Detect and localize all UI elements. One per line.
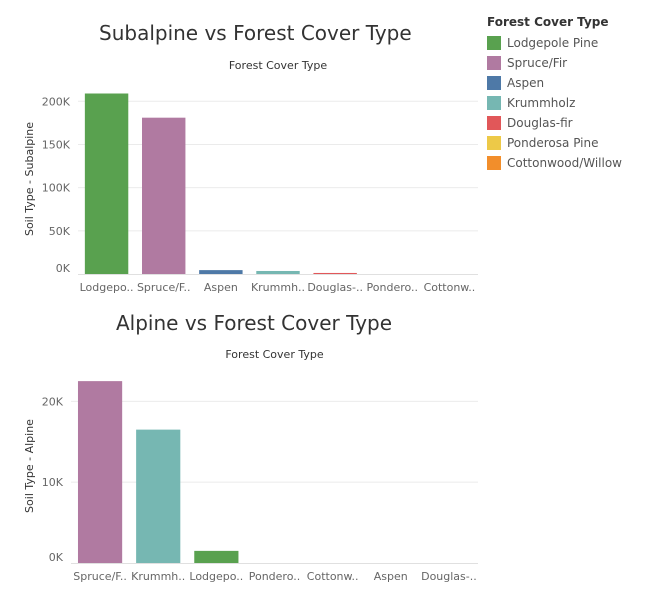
y-tick-label: 20K	[42, 395, 64, 408]
legend-swatch	[487, 56, 501, 70]
y-tick-label: 50K	[49, 225, 71, 238]
y-tick-label: 150K	[42, 138, 71, 151]
x-tick-label: Krummh..	[251, 281, 305, 294]
legend-item[interactable]: Krummholz	[487, 93, 622, 113]
legend-item[interactable]: Aspen	[487, 73, 622, 93]
legend-item[interactable]: Spruce/Fir	[487, 53, 622, 73]
x-tick-label: Krummh..	[131, 570, 185, 583]
y-axis-title: Soil Type - Subalpine	[23, 122, 36, 236]
x-axis-title: Forest Cover Type	[229, 59, 327, 72]
legend-label: Krummholz	[507, 96, 576, 110]
x-tick-label: Pondero..	[367, 281, 419, 294]
legend-swatch	[487, 156, 501, 170]
x-tick-label: Spruce/F..	[137, 281, 191, 294]
y-axis-title: Soil Type - Alpine	[23, 419, 36, 513]
legend-item[interactable]: Douglas-fir	[487, 113, 622, 133]
legend-label: Spruce/Fir	[507, 56, 568, 70]
bar	[136, 429, 181, 563]
x-tick-label: Aspen	[204, 281, 238, 294]
legend-title: Forest Cover Type	[487, 15, 609, 29]
x-tick-label: Lodgepo..	[80, 281, 134, 294]
legend-label: Aspen	[507, 76, 545, 90]
bar	[77, 381, 123, 563]
bar	[84, 93, 129, 274]
bar	[313, 272, 357, 274]
legend-item[interactable]: Ponderosa Pine	[487, 133, 622, 153]
legend-label: Douglas-fir	[507, 116, 573, 130]
legend-swatch	[487, 96, 501, 110]
bar	[256, 270, 300, 274]
x-tick-label: Douglas-..	[307, 281, 363, 294]
legend: Forest Cover Type Lodgepole Pine Spruce/F…	[487, 15, 622, 173]
y-tick-label: 200K	[42, 95, 71, 108]
x-tick-label: Spruce/F..	[73, 570, 127, 583]
legend-swatch	[487, 76, 501, 90]
x-tick-label: Pondero..	[249, 570, 301, 583]
bar	[142, 117, 186, 274]
legend-label: Ponderosa Pine	[507, 136, 599, 150]
chart-title-alpine: Alpine vs Forest Cover Type	[116, 311, 393, 335]
x-tick-label: Lodgepo..	[189, 570, 243, 583]
x-tick-label: Aspen	[374, 570, 408, 583]
legend-swatch	[487, 136, 501, 150]
y-tick-label: 0K	[49, 551, 64, 564]
x-tick-label: Douglas-..	[421, 570, 477, 583]
legend-swatch	[487, 36, 501, 50]
bar	[199, 270, 243, 274]
x-axis-title: Forest Cover Type	[225, 348, 323, 361]
legend-item[interactable]: Lodgepole Pine	[487, 33, 622, 53]
y-tick-label: 100K	[42, 182, 71, 195]
y-tick-label: 10K	[42, 476, 64, 489]
legend-swatch	[487, 116, 501, 130]
legend-label: Lodgepole Pine	[507, 36, 599, 50]
legend-item[interactable]: Cottonwood/Willow	[487, 153, 622, 173]
bar	[194, 550, 239, 563]
chart-title-subalpine: Subalpine vs Forest Cover Type	[99, 21, 412, 45]
legend-label: Cottonwood/Willow	[507, 156, 622, 170]
y-tick-label: 0K	[56, 262, 71, 275]
x-tick-label: Cottonw..	[307, 570, 359, 583]
x-tick-label: Cottonw..	[424, 281, 476, 294]
